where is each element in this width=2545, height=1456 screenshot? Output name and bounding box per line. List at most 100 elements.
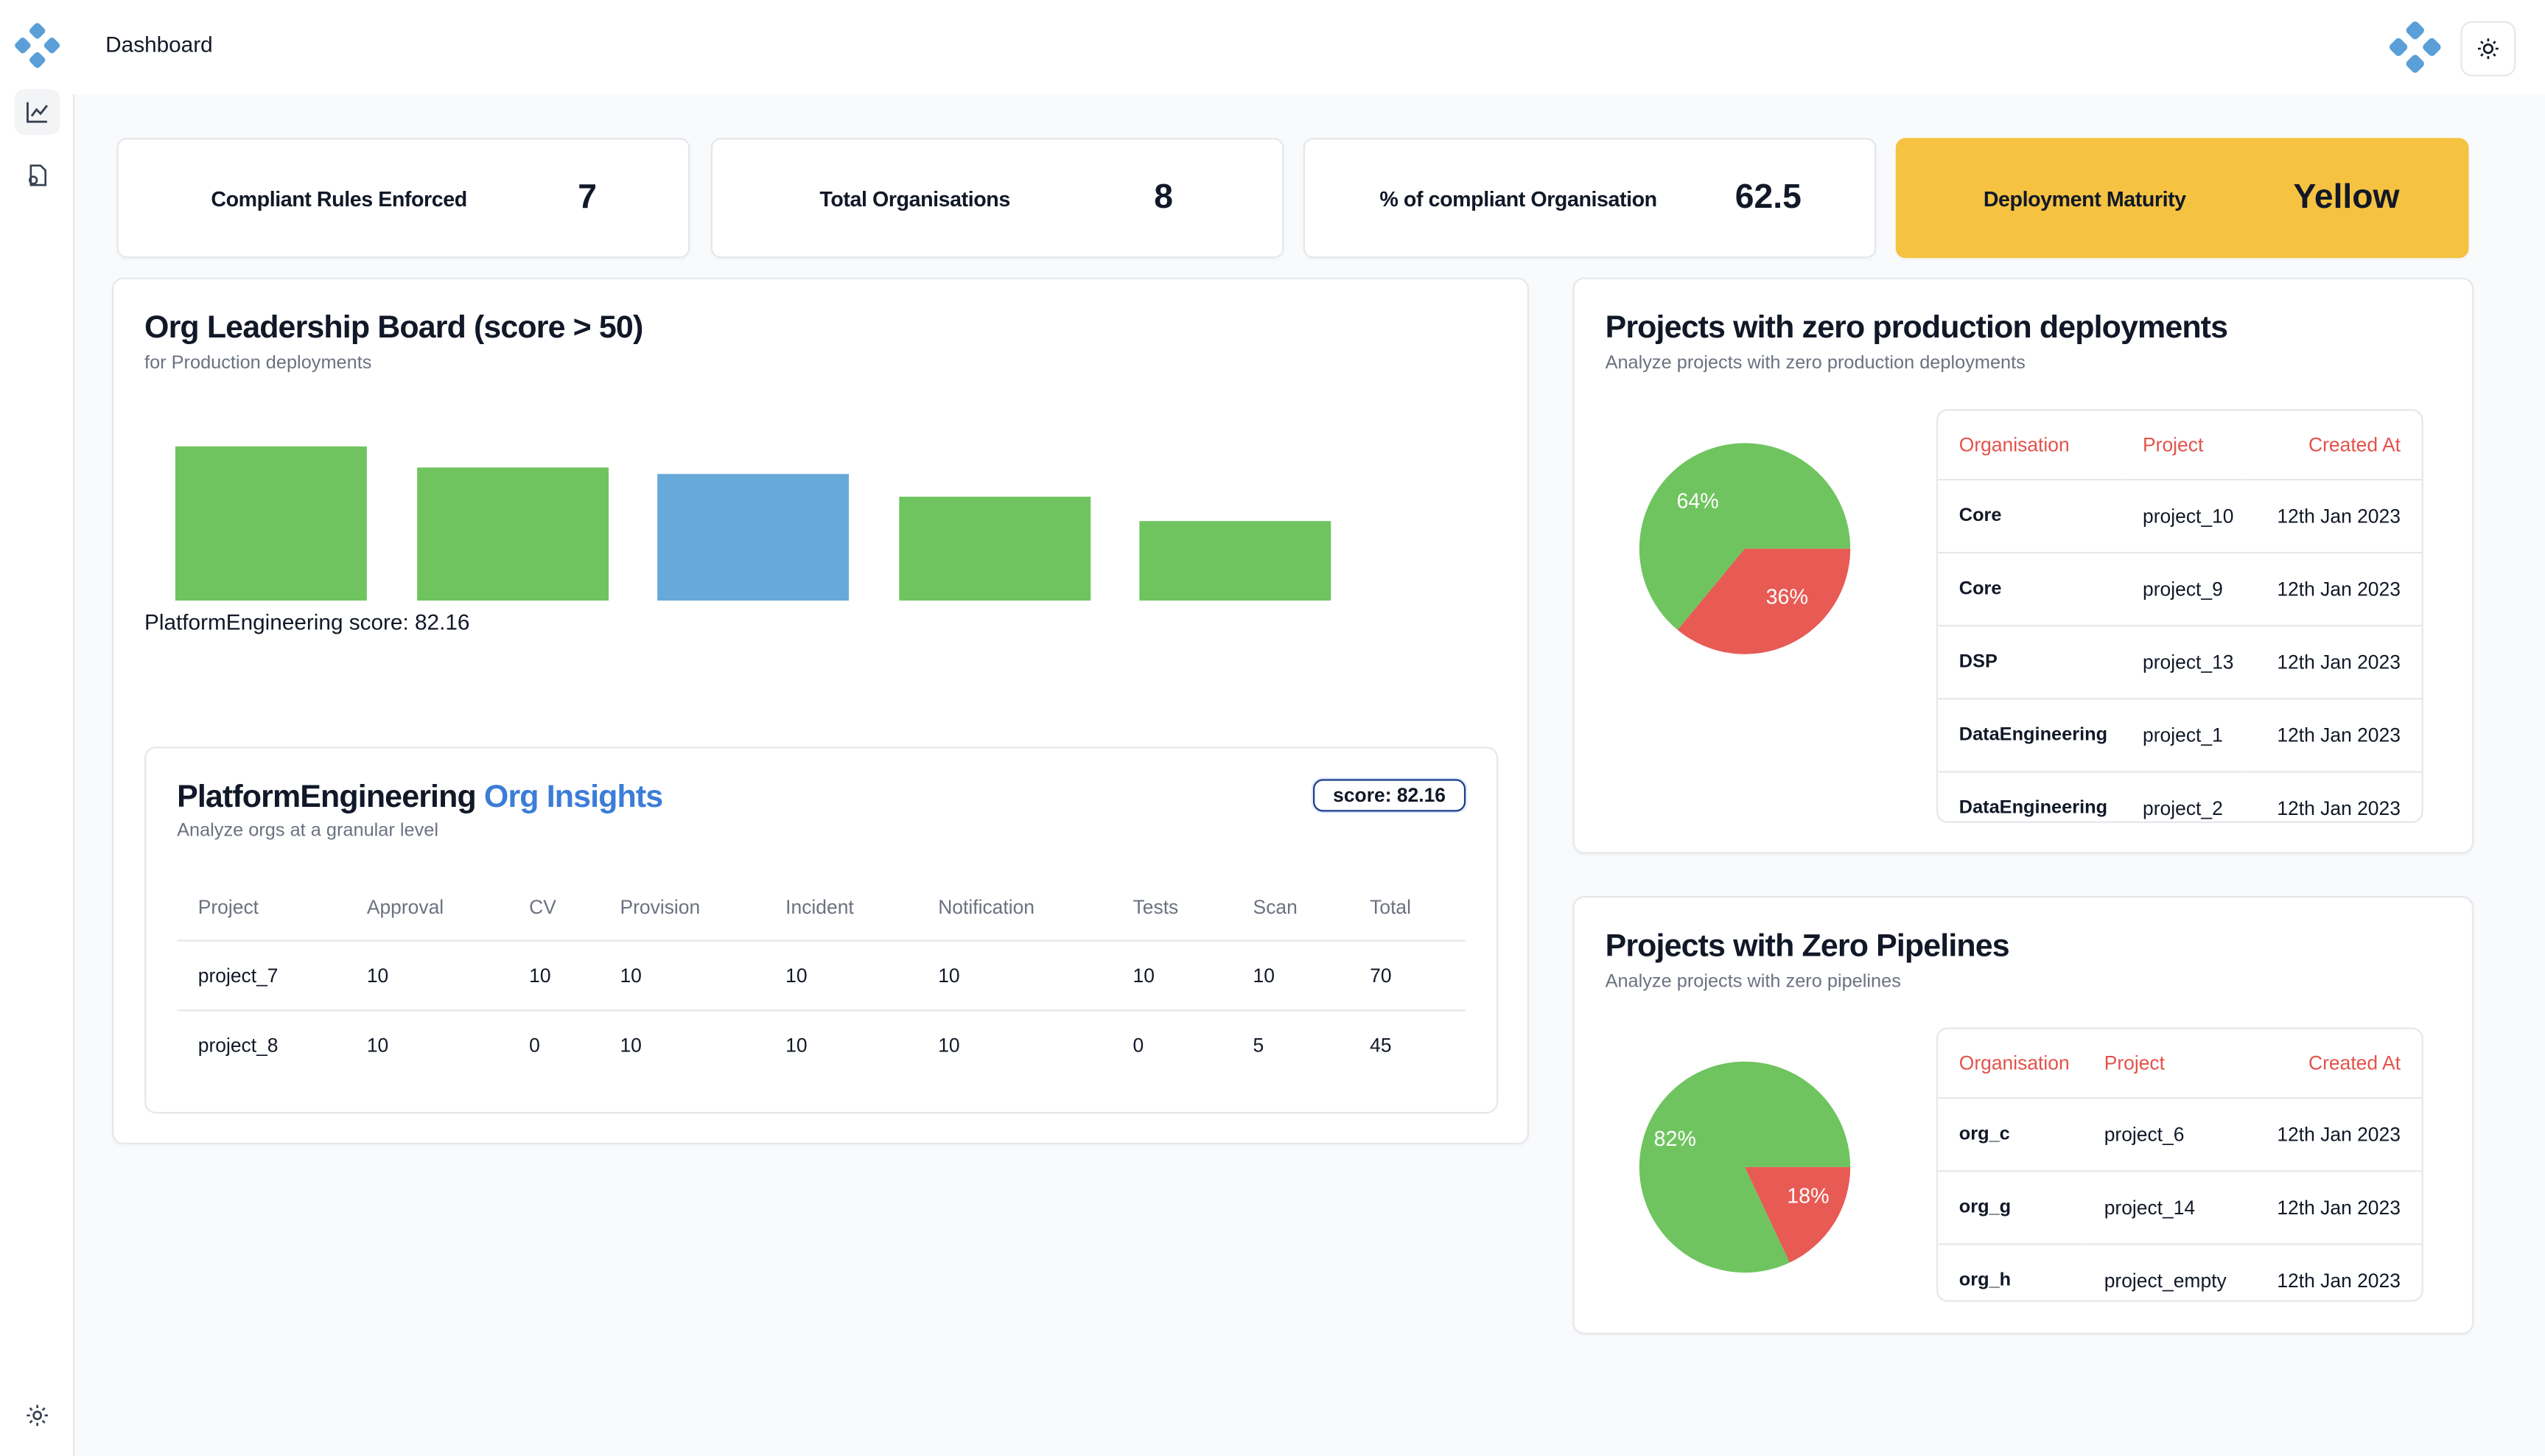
column-header[interactable]: Approval <box>346 875 508 942</box>
column-header[interactable]: Project <box>2121 410 2244 481</box>
zero-pipelines-table-container: Organisation Project Created At org_c proje… <box>1936 1027 2423 1302</box>
leaderboard-card: Org Leadership Board (score > 50) for Pr… <box>111 277 1530 1145</box>
table-cell: 0 <box>1133 1034 1144 1057</box>
table-row[interactable]: org_h project_empty 12th Jan 2023 <box>1938 1245 2421 1317</box>
bar-5[interactable] <box>1139 520 1331 601</box>
table-cell: 70 <box>1348 940 1466 1012</box>
table-row[interactable]: project_7 10 10 10 10 10 10 10 70 <box>177 940 1466 1012</box>
table-cell: project_10 <box>2121 479 2244 554</box>
zero-pipelines-card: Projects with Zero Pipelines Analyze pro… <box>1572 896 2474 1334</box>
score-badge: score: 82.16 <box>1313 779 1466 812</box>
column-header[interactable]: Scan <box>1231 875 1349 942</box>
bar-1[interactable] <box>175 446 367 601</box>
table-cell: 12th Jan 2023 <box>2244 553 2422 627</box>
zero-pipelines-pie-slice-2[interactable] <box>1745 1166 1851 1263</box>
column-header[interactable]: CV <box>508 875 599 942</box>
table-row[interactable]: project_8 10 0 10 10 10 0 5 45 <box>177 1010 1466 1079</box>
gear-icon[interactable] <box>15 1393 60 1438</box>
zero-prod-table-header: Organisation Project Created At <box>1938 410 2422 481</box>
column-header[interactable]: Created At <box>2241 1029 2422 1099</box>
stat-card-compliant-rules: Compliant Rules Enforced 7 <box>116 138 690 259</box>
zero-prod-pie-slice-label-1: 64% <box>1676 490 1718 514</box>
table-cell: 10 <box>917 940 1112 1012</box>
zero-prod-pie-slice-label-2: 36% <box>1766 585 1808 609</box>
table-cell: project_14 <box>2083 1171 2241 1245</box>
table-cell: 12th Jan 2023 <box>2241 1171 2422 1245</box>
table-row[interactable]: DSP project_13 12th Jan 2023 <box>1938 626 2422 700</box>
bar-4[interactable] <box>898 497 1091 601</box>
sidebar <box>0 0 75 1456</box>
bar-3[interactable] <box>657 474 850 601</box>
bar-2[interactable] <box>416 468 608 601</box>
table-cell: 10 <box>785 1034 808 1057</box>
zero-prod-pie-slice-2[interactable] <box>1677 548 1851 654</box>
stat-label: % of compliant Organisation <box>1379 186 1657 211</box>
column-header[interactable]: Organisation <box>1938 410 2122 481</box>
table-cell: 5 <box>1253 1034 1264 1057</box>
table-cell: 10 <box>1231 940 1349 1012</box>
table-cell: DataEngineering <box>1938 699 2122 773</box>
insights-title: PlatformEngineering Org Insights <box>177 779 663 816</box>
stat-card-compliant-percent: % of compliant Organisation 62.5 <box>1303 138 1877 259</box>
zero-prod-card: Projects with zero production deployment… <box>1572 277 2474 854</box>
table-cell: 12th Jan 2023 <box>2277 797 2401 820</box>
column-header[interactable]: Organisation <box>1938 1029 2084 1099</box>
table-row[interactable]: DataEngineering project_1 12th Jan 2023 <box>1938 699 2422 773</box>
table-cell: 10 <box>1111 940 1232 1012</box>
zero-pipelines-pie-slice-1[interactable] <box>1639 1061 1851 1273</box>
table-cell: 12th Jan 2023 <box>2241 1098 2422 1172</box>
brand-logo-icon[interactable] <box>2389 21 2441 73</box>
leaderboard-subtitle: for Production deployments <box>144 354 372 374</box>
zero-pipelines-pie-slice-label-2: 18% <box>1787 1184 1829 1208</box>
leaderboard-title: Org Leadership Board (score > 50) <box>144 309 643 346</box>
table-cell: 10 <box>938 1034 960 1057</box>
zero-prod-table: Organisation Project Created At Core projec… <box>1938 410 2422 844</box>
table-cell: 10 <box>764 940 917 1012</box>
table-row[interactable]: Core project_9 12th Jan 2023 <box>1938 553 2422 627</box>
table-cell: Core <box>1938 479 2122 554</box>
table-cell: 10 <box>366 1034 389 1057</box>
table-cell: project_2 <box>2143 797 2223 820</box>
sun-icon <box>2478 38 2499 59</box>
table-cell: 45 <box>1370 1034 1392 1057</box>
column-header[interactable]: Tests <box>1111 875 1232 942</box>
table-row[interactable]: DataEngineering project_2 12th Jan 2023 <box>1938 771 2421 844</box>
column-header[interactable]: Project <box>2083 1029 2241 1099</box>
line-chart-icon[interactable] <box>14 89 60 135</box>
stat-value: 7 <box>578 178 597 216</box>
column-header[interactable]: Notification <box>917 875 1112 942</box>
column-header[interactable]: Provision <box>598 875 765 942</box>
stat-value: 62.5 <box>1734 178 1802 216</box>
table-cell: project_13 <box>2121 626 2244 700</box>
insights-title-suffix: Org Insights <box>483 779 663 815</box>
column-header[interactable]: Total <box>1348 875 1466 942</box>
table-row[interactable]: org_c project_6 12th Jan 2023 <box>1938 1098 2422 1172</box>
zero-prod-table-container: Organisation Project Created At Core projec… <box>1936 409 2423 823</box>
leaderboard-bar-chart <box>113 279 1527 620</box>
top-bar: Dashboard <box>73 0 2545 94</box>
column-header[interactable]: Created At <box>2244 410 2422 481</box>
insights-table-header: Project Approval CV Provision Incident Notifi… <box>177 875 1466 942</box>
table-cell: org_h <box>1958 1270 2012 1291</box>
table-cell: project_1 <box>2121 699 2244 773</box>
column-header[interactable]: Project <box>177 875 346 942</box>
logo-icon[interactable] <box>15 23 60 69</box>
table-row[interactable]: org_g project_14 12th Jan 2023 <box>1938 1171 2422 1245</box>
column-header[interactable]: Incident <box>764 875 917 942</box>
zero-prod-title: Projects with zero production deployment… <box>1605 309 2228 346</box>
table-cell: DataEngineering <box>1958 798 2108 819</box>
stat-label: Deployment Maturity <box>1983 186 2186 211</box>
insights-subtitle: Analyze orgs at a granular level <box>177 821 438 841</box>
table-cell: project_6 <box>2083 1098 2241 1172</box>
table-row[interactable]: Core project_10 12th Jan 2023 <box>1938 479 2422 554</box>
insights-table: Project Approval CV Provision Incident Notifi… <box>177 875 1466 1079</box>
stat-value: 8 <box>1154 178 1173 216</box>
zero-prod-pie-slice-1[interactable] <box>1639 443 1851 630</box>
zero-pipelines-pie-chart: 82% 18% <box>1639 1061 1851 1273</box>
stat-card-total-organisations: Total Organisations 8 <box>710 138 1284 259</box>
zero-prod-pie-chart: 64% 36% <box>1639 443 1851 654</box>
file-settings-icon[interactable] <box>15 153 60 198</box>
table-cell: 10 <box>598 940 765 1012</box>
org-insights-card: PlatformEngineering Org Insights Analyze… <box>144 746 1499 1114</box>
theme-toggle-button[interactable] <box>2460 21 2516 77</box>
